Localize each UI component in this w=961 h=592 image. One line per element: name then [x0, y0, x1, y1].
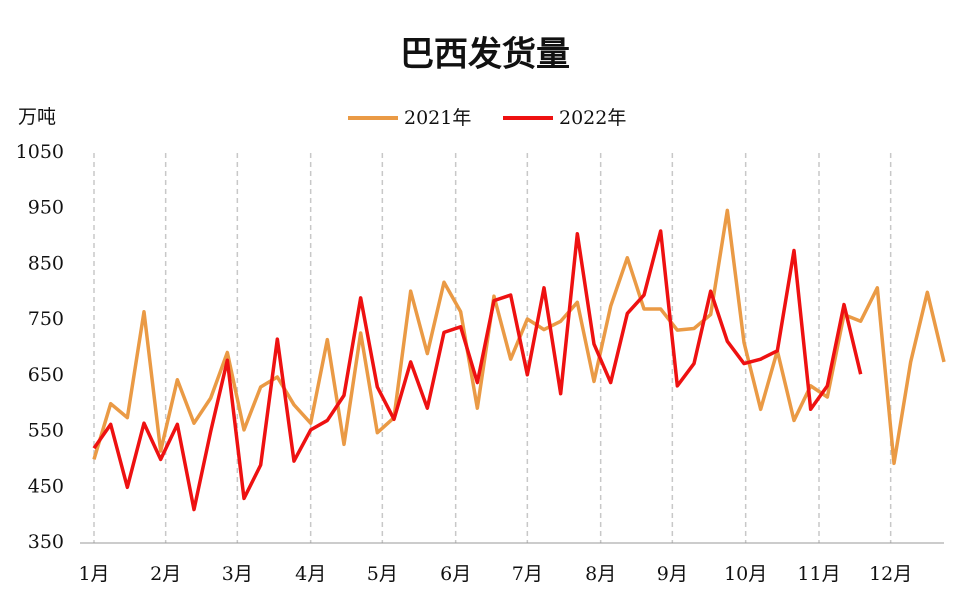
y-tick-label: 450 [28, 475, 64, 497]
x-tick-label: 9月 [657, 563, 688, 585]
x-tick-label: 8月 [585, 563, 616, 585]
x-tick-label: 6月 [440, 563, 471, 585]
legend-label: 2021年 [404, 107, 471, 129]
legend-label: 2022年 [559, 107, 626, 129]
x-tick-label: 5月 [367, 563, 398, 585]
x-tick-label: 11月 [797, 563, 840, 585]
y-tick-label: 650 [28, 364, 64, 386]
x-tick-label: 2月 [150, 563, 181, 585]
y-tick-label: 1050 [16, 141, 64, 163]
y-tick-label: 750 [28, 308, 64, 330]
x-tick-label: 10月 [724, 563, 767, 585]
y-tick-label: 850 [28, 252, 64, 274]
series-line [92, 229, 863, 512]
chart-title: 巴西发货量 [400, 35, 570, 75]
y-axis-label: 万吨 [18, 106, 56, 128]
y-tick-label: 550 [28, 420, 64, 442]
x-tick-label: 4月 [295, 563, 326, 585]
x-tick-label: 1月 [78, 563, 109, 585]
x-tick-label: 12月 [869, 563, 912, 585]
y-tick-label: 350 [28, 531, 64, 553]
x-tick-label: 7月 [512, 563, 543, 585]
x-tick-label: 3月 [222, 563, 253, 585]
y-tick-label: 950 [28, 197, 64, 219]
